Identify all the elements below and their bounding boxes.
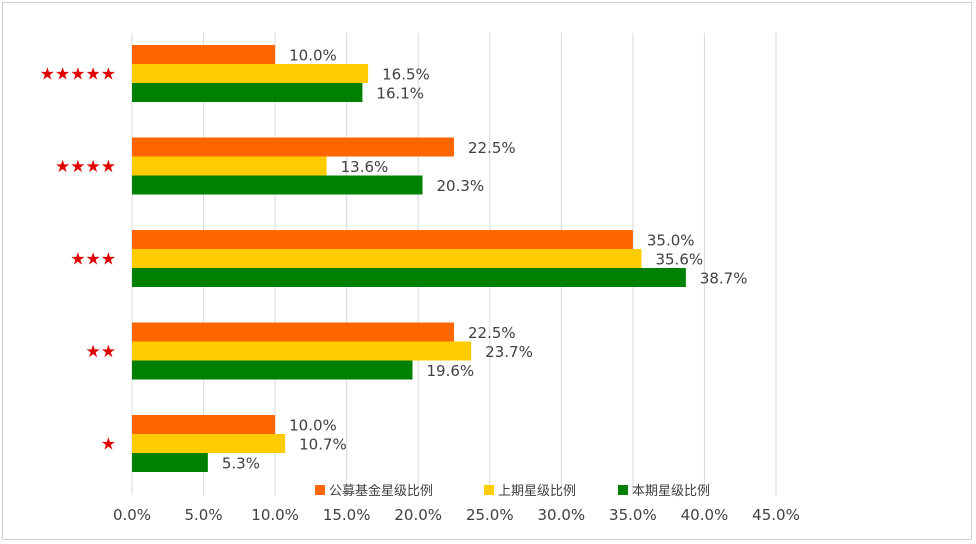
bar xyxy=(132,156,327,176)
legend-label: 上期星级比例 xyxy=(498,484,576,499)
bar xyxy=(132,453,208,472)
bar xyxy=(132,249,642,268)
x-tick-label: 35.0% xyxy=(609,506,657,524)
x-tick-label: 45.0% xyxy=(752,506,800,524)
data-label: 16.1% xyxy=(376,85,424,103)
category-label: ★★★ xyxy=(70,250,116,270)
data-label: 10.0% xyxy=(289,47,337,65)
data-label: 22.5% xyxy=(468,324,516,342)
category-label: ★★★★★ xyxy=(40,65,116,85)
data-label: 23.7% xyxy=(485,343,533,361)
bar xyxy=(132,137,454,157)
bar-chart: 10.0%16.5%16.1%22.5%13.6%20.3%35.0%35.6%… xyxy=(40,33,800,524)
legend-swatch xyxy=(484,485,494,495)
category-label: ★★ xyxy=(86,342,116,362)
legend-swatch xyxy=(618,485,628,495)
bar xyxy=(132,230,633,249)
bar xyxy=(132,322,454,342)
bar xyxy=(132,175,423,195)
bar xyxy=(132,268,686,287)
data-label: 19.6% xyxy=(426,362,474,380)
bar xyxy=(132,360,413,380)
x-tick-label: 0.0% xyxy=(113,506,151,524)
x-tick-labels: 0.0% 5.0% 10.0% 15.0% 20.0% 25.0% 30.0% 35.0% 40… xyxy=(113,506,800,524)
bar xyxy=(132,341,472,361)
category-label: ★★★★ xyxy=(55,157,116,177)
x-tick-label: 25.0% xyxy=(466,506,514,524)
x-tick-label: 40.0% xyxy=(681,506,729,524)
data-label: 35.0% xyxy=(647,232,695,250)
data-label: 38.7% xyxy=(700,270,748,288)
data-labels: 10.0% 16.5%16.1% 22.5% 13.6% 20.3% 35.0%35.6%… xyxy=(222,47,748,473)
bar xyxy=(132,64,369,83)
data-label: 10.7% xyxy=(299,436,347,454)
category-label: ★ xyxy=(101,435,116,455)
x-tick-label: 10.0% xyxy=(251,506,299,524)
data-label: 10.0% xyxy=(289,417,337,435)
legend: 公募基金星级比例 上期星级比例 本期星级比例 xyxy=(315,483,710,499)
category-labels: ★★★★★★★★★★★★★★★ xyxy=(40,65,116,455)
x-tick-label: 15.0% xyxy=(323,506,371,524)
data-label: 22.5% xyxy=(468,139,516,157)
legend-label: 本期星级比例 xyxy=(632,484,710,499)
data-label: 5.3% xyxy=(222,455,260,473)
bar xyxy=(132,45,276,64)
data-label: 16.5% xyxy=(382,66,430,84)
data-label: 20.3% xyxy=(437,177,485,195)
data-label: 35.6% xyxy=(655,251,703,269)
legend-label: 公募基金星级比例 xyxy=(329,483,433,499)
bars xyxy=(132,45,686,472)
x-tick-label: 30.0% xyxy=(538,506,586,524)
x-tick-label: 20.0% xyxy=(394,506,442,524)
bar xyxy=(132,83,363,102)
bar xyxy=(132,434,286,453)
x-tick-label: 5.0% xyxy=(185,506,223,524)
data-label: 13.6% xyxy=(341,158,389,176)
bar xyxy=(132,415,276,434)
legend-swatch xyxy=(315,485,325,495)
